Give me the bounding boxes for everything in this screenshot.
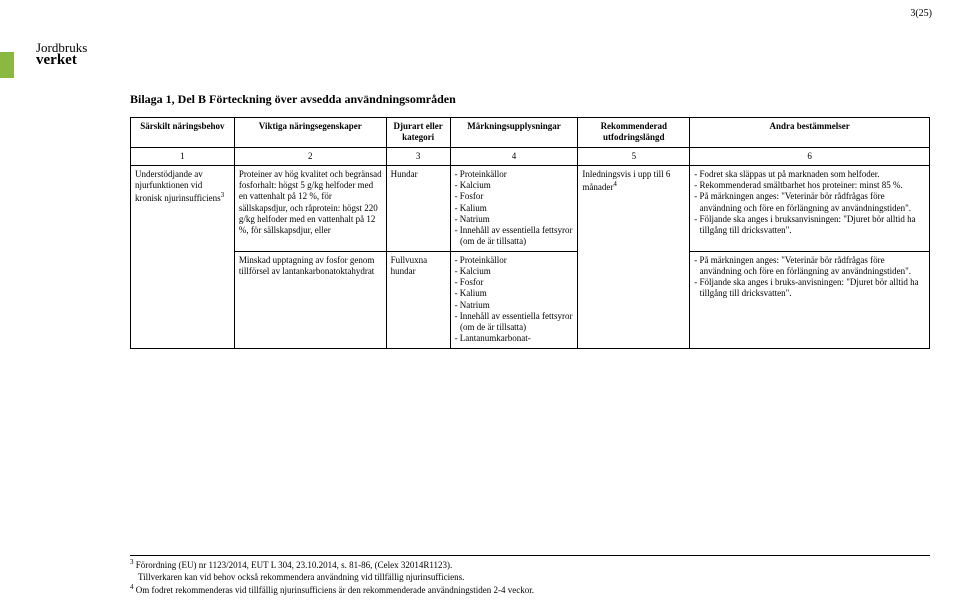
list-item: - Kalium bbox=[455, 203, 574, 214]
list-item: - Natrium bbox=[455, 300, 574, 311]
r1c1: Understödjande av njurfunktionen vid kro… bbox=[131, 165, 235, 348]
colnum-2: 2 bbox=[234, 147, 386, 165]
colnum-1: 1 bbox=[131, 147, 235, 165]
footnote-3b: Tillverkaren kan vid behov också rekomme… bbox=[130, 572, 930, 583]
doc-title: Bilaga 1, Del B Förteckning över avsedda… bbox=[130, 92, 930, 107]
logo-bottom: verket bbox=[36, 54, 87, 68]
col-header-4: Märkningsupplysningar bbox=[450, 118, 578, 148]
footnote-3a: 3 Förordning (EU) nr 1123/2014, EUT L 30… bbox=[130, 558, 930, 571]
footnote-4-text: Om fodret rekommenderas vid tillfällig n… bbox=[136, 585, 534, 595]
col-header-3: Djurart eller kategori bbox=[386, 118, 450, 148]
colnum-3: 3 bbox=[386, 147, 450, 165]
footnotes: 3 Förordning (EU) nr 1123/2014, EUT L 30… bbox=[130, 555, 930, 596]
list-item: - Innehåll av essentiella fettsyror (om … bbox=[455, 311, 574, 334]
page-number: 3(25) bbox=[910, 8, 932, 19]
list-item: - Lantanumkarbonat- bbox=[455, 333, 574, 344]
number-row: 1 2 3 4 5 6 bbox=[131, 147, 930, 165]
list-item: - Fodret ska släppas ut på marknaden som… bbox=[694, 169, 925, 180]
header-row: Särskilt näringsbehov Viktiga näringsege… bbox=[131, 118, 930, 148]
col-header-5: Rekommenderad utfodringslängd bbox=[578, 118, 690, 148]
r2c2: Minskad upptagning av fosfor genom tillf… bbox=[234, 251, 386, 348]
r1c5: Inledningsvis i upp till 6 månader4 bbox=[578, 165, 690, 348]
r1c4: - Proteinkällor- Kalcium- Fosfor- Kalium… bbox=[450, 165, 578, 251]
logo: Jordbruks verket bbox=[36, 42, 87, 67]
list-item: - Kalcium bbox=[455, 266, 574, 277]
list-item: - På märkningen anges: "Veterinär bör rå… bbox=[694, 255, 925, 278]
r2c4: - Proteinkällor- Kalcium- Fosfor- Kalium… bbox=[450, 251, 578, 348]
list-item: - Följande ska anges i bruksanvisningen:… bbox=[694, 214, 925, 237]
colnum-6: 6 bbox=[690, 147, 930, 165]
accent-bar bbox=[0, 52, 14, 78]
list-item: - Kalcium bbox=[455, 180, 574, 191]
r2c3: Fullvuxna hundar bbox=[386, 251, 450, 348]
list-item: - Fosfor bbox=[455, 191, 574, 202]
r2c6: - På märkningen anges: "Veterinär bör rå… bbox=[690, 251, 930, 348]
list-item: - På märkningen anges: "Veterinär bör rå… bbox=[694, 191, 925, 214]
r1c1-sup: 3 bbox=[221, 191, 225, 199]
data-row-2: Minskad upptagning av fosfor genom tillf… bbox=[131, 251, 930, 348]
r1c2: Proteiner av hög kvalitet och begränsad … bbox=[234, 165, 386, 251]
list-item: - Natrium bbox=[455, 214, 574, 225]
r1c5-sup: 4 bbox=[613, 180, 617, 188]
list-item: - Fosfor bbox=[455, 277, 574, 288]
r1c5-text: Inledningsvis i upp till 6 månader bbox=[582, 169, 670, 192]
footnote-3a-text: Förordning (EU) nr 1123/2014, EUT L 304,… bbox=[136, 560, 453, 570]
r1c6: - Fodret ska släppas ut på marknaden som… bbox=[690, 165, 930, 251]
col-header-2: Viktiga näringsegenskaper bbox=[234, 118, 386, 148]
list-item: - Rekommenderad smältbarhet hos proteine… bbox=[694, 180, 925, 191]
colnum-4: 4 bbox=[450, 147, 578, 165]
footnote-4: 4 Om fodret rekommenderas vid tillfällig… bbox=[130, 583, 930, 596]
list-item: - Proteinkällor bbox=[455, 255, 574, 266]
col-header-1: Särskilt näringsbehov bbox=[131, 118, 235, 148]
colnum-5: 5 bbox=[578, 147, 690, 165]
list-item: - Innehåll av essentiella fettsyror (om … bbox=[455, 225, 574, 248]
list-item: - Proteinkällor bbox=[455, 169, 574, 180]
r1c3: Hundar bbox=[386, 165, 450, 251]
data-row-1: Understödjande av njurfunktionen vid kro… bbox=[131, 165, 930, 251]
r1c1-text: Understödjande av njurfunktionen vid kro… bbox=[135, 169, 221, 204]
list-item: - Följande ska anges i bruks-anvisningen… bbox=[694, 277, 925, 300]
col-header-6: Andra bestämmelser bbox=[690, 118, 930, 148]
content-area: Bilaga 1, Del B Förteckning över avsedda… bbox=[130, 92, 930, 349]
regulation-table: Särskilt näringsbehov Viktiga näringsege… bbox=[130, 117, 930, 349]
list-item: - Kalium bbox=[455, 288, 574, 299]
